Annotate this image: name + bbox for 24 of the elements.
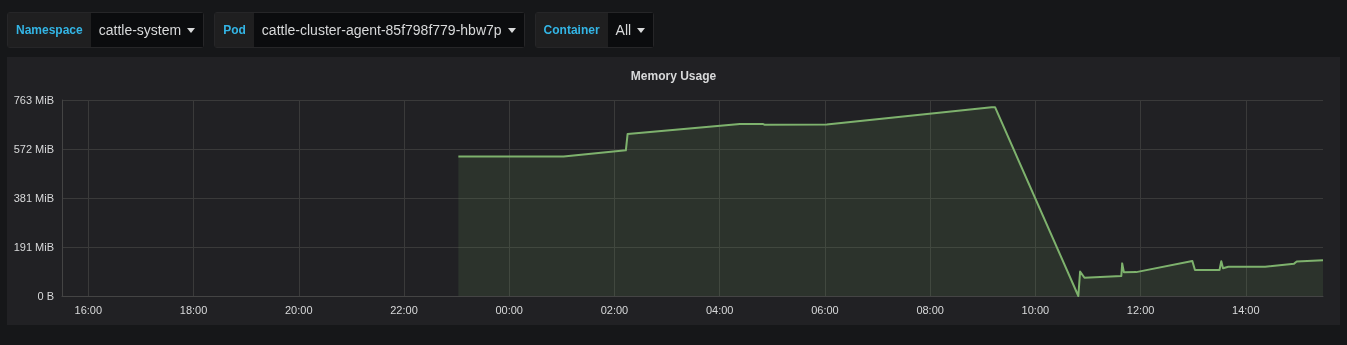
x-tick-label: 22:00 — [390, 303, 418, 316]
x-tick-label: 10:00 — [1021, 303, 1050, 316]
text: Pod — [215, 13, 254, 47]
y-tick-label: 0 B — [37, 290, 54, 302]
x-tick-label: 16:00 — [74, 303, 103, 316]
text: cattle-cluster-agent-85f798f779-hbw7p — [261, 22, 502, 38]
x-tick-label: 00:00 — [495, 303, 523, 316]
x-tick-label: 02:00 — [600, 303, 629, 316]
y-tick-label: 763 MiB — [13, 94, 54, 106]
y-tick-label: 572 MiB — [13, 143, 54, 155]
x-tick-label: 18:00 — [179, 303, 208, 316]
y-tick-label: 381 MiB — [13, 192, 54, 204]
chart-title: Memory Usage — [630, 69, 717, 83]
x-tick-label: 12:00 — [1126, 303, 1155, 316]
x-tick-label: 06:00 — [811, 303, 839, 316]
text: cattle-system — [98, 22, 182, 38]
x-tick-label: 04:00 — [705, 303, 734, 316]
x-tick-label: 14:00 — [1232, 303, 1260, 316]
y-tick-label: 191 MiB — [13, 241, 54, 253]
text: All — [615, 22, 632, 38]
x-tick-label: 20:00 — [285, 303, 313, 316]
x-tick-label: 08:00 — [916, 303, 944, 316]
text: Container — [535, 13, 608, 47]
text: Namespace — [8, 13, 91, 47]
